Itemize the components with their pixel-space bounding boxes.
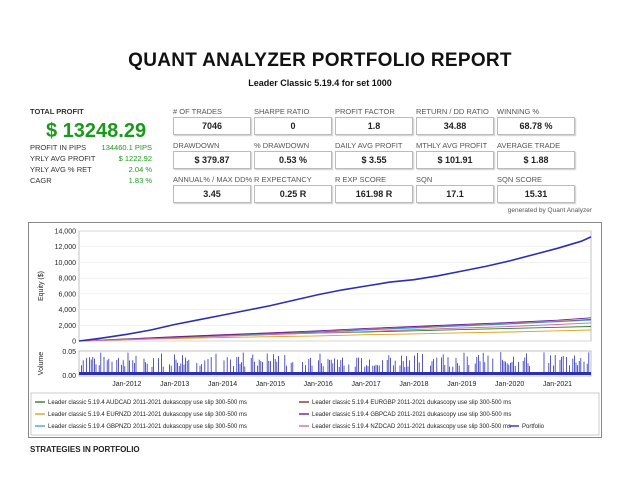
metric-value: 34.88: [416, 117, 494, 135]
metric-value: 3.45: [173, 185, 251, 203]
metric-label: R EXPECTANCY: [254, 175, 312, 184]
metric-label: DAILY AVG PROFIT: [335, 141, 403, 150]
total-profit-value: $ 13248.29: [46, 120, 147, 142]
equity-chart: 14,000 12,000 10,000 8,000 6,000 4,000 2,000 0 E…: [30, 229, 600, 436]
metric-label: SQN SCORE: [497, 175, 543, 184]
y-tick-label: 0: [72, 339, 76, 346]
metric-label: DRAWDOWN: [173, 141, 220, 150]
summary-row: YRLY AVG PROFIT $ 1222.92: [30, 154, 152, 163]
volume-tick-label: 0.00: [62, 373, 76, 380]
metric-value: 17.1: [416, 185, 494, 203]
equity-plot-area: [78, 230, 592, 342]
y-axis-label: Equity ($): [38, 271, 45, 301]
summary-row-label: YRLY AVG PROFIT: [30, 154, 96, 163]
summary-row-label: YRLY AVG % RET: [30, 165, 92, 174]
x-tick-label: Jan-2014: [208, 381, 237, 388]
legend-entry: Leader classic 5.19.4 AUDCAD 2011-2021 d…: [48, 400, 247, 406]
series-line: [78, 329, 592, 342]
volume-tick-label: 0.05: [62, 349, 76, 356]
x-tick-label: Jan-2019: [447, 381, 476, 388]
metric-label: RETURN / DD RATIO: [416, 107, 489, 116]
series-line: [78, 317, 592, 342]
report-subtitle: Leader Classic 5.19.4 for set 1000: [248, 78, 392, 88]
metric-label: % DRAWDOWN: [254, 141, 310, 150]
summary-row-value: 1.83 %: [128, 176, 152, 185]
legend-entry: Leader classic 5.19.4 EURNZD 2011-2021 d…: [48, 412, 247, 418]
y-tick-label: 14,000: [55, 229, 77, 236]
y-tick-label: 8,000: [58, 276, 76, 283]
metric-value: $ 101.91: [416, 151, 494, 169]
total-profit-label: TOTAL PROFIT: [30, 107, 84, 116]
metric-label: R EXP SCORE: [335, 175, 387, 184]
legend-entry: Portfolio: [522, 424, 545, 430]
report-title: QUANT ANALYZER PORTFOLIO REPORT: [128, 50, 512, 71]
summary-row-label: PROFIT IN PIPS: [30, 143, 87, 152]
metric-value: 15.31: [497, 185, 575, 203]
x-tick-label: Jan-2016: [304, 381, 333, 388]
metric-label: ANNUAL% / MAX DD%: [173, 175, 253, 184]
equity-chart-frame: 14,000 12,000 10,000 8,000 6,000 4,000 2,000 0 E…: [28, 222, 602, 438]
summary-row: CAGR 1.83 %: [30, 176, 152, 185]
metric-value: 0.53 %: [254, 151, 332, 169]
metric-value: 161.98 R: [335, 185, 413, 203]
metric-label: SQN: [416, 175, 433, 184]
metric-label: AVERAGE TRADE: [497, 141, 561, 150]
x-tick-label: Jan-2018: [399, 381, 428, 388]
metric-value: $ 379.87: [173, 151, 251, 169]
metric-value: 7046: [173, 117, 251, 135]
metric-value: $ 1.88: [497, 151, 575, 169]
summary-row: YRLY AVG % RET 2.04 %: [30, 165, 152, 174]
legend-entry: Leader classic 5.19.4 GBPNZD 2011-2021 d…: [48, 424, 247, 430]
y-tick-label: 10,000: [55, 260, 77, 267]
metric-label: SHARPE RATIO: [254, 107, 310, 116]
legend-entry: Leader classic 5.19.4 EURGBP 2011-2021 d…: [312, 400, 511, 406]
summary-row-value: $ 1222.92: [118, 154, 152, 163]
x-tick-label: Jan-2015: [256, 381, 285, 388]
series-line: [78, 322, 592, 342]
metric-label: PROFIT FACTOR: [335, 107, 395, 116]
x-tick-label: Jan-2012: [112, 381, 141, 388]
generated-by-note: generated by Quant Analyzer: [507, 207, 592, 214]
volume-baseline: [79, 372, 591, 375]
metric-value: 1.8: [335, 117, 413, 135]
summary-row: PROFIT IN PIPS 134460.1 PIPS: [30, 143, 152, 152]
summary-row-value: 134460.1 PIPS: [101, 143, 152, 152]
series-line: [78, 236, 592, 342]
legend-entry: Leader classic 5.19.4 NZDCAD 2011-2021 d…: [312, 424, 511, 430]
metric-value: 68.78 %: [497, 117, 575, 135]
volume-axis-label: Volume: [38, 352, 45, 375]
metric-label: WINNING %: [497, 107, 540, 116]
x-tick-label: Jan-2013: [160, 381, 189, 388]
y-tick-label: 2,000: [58, 323, 76, 330]
x-tick-label: Jan-2020: [495, 381, 524, 388]
legend-entry: Leader classic 5.19.4 GBPCAD 2011-2021 d…: [312, 412, 511, 418]
metric-value: 0.25 R: [254, 185, 332, 203]
summary-row-label: CAGR: [30, 176, 52, 185]
metric-label: MTHLY AVG PROFIT: [416, 141, 488, 150]
metric-value: 0: [254, 117, 332, 135]
summary-row-value: 2.04 %: [128, 165, 152, 174]
metric-label: # OF TRADES: [173, 107, 223, 116]
legend-box: [30, 392, 600, 436]
y-tick-label: 6,000: [58, 291, 76, 298]
y-tick-label: 4,000: [58, 307, 76, 314]
strategies-heading: STRATEGIES IN PORTFOLIO: [30, 445, 140, 454]
y-tick-label: 12,000: [55, 244, 77, 251]
x-tick-label: Jan-2017: [352, 381, 381, 388]
x-tick-label: Jan-2021: [543, 381, 572, 388]
metric-value: $ 3.55: [335, 151, 413, 169]
